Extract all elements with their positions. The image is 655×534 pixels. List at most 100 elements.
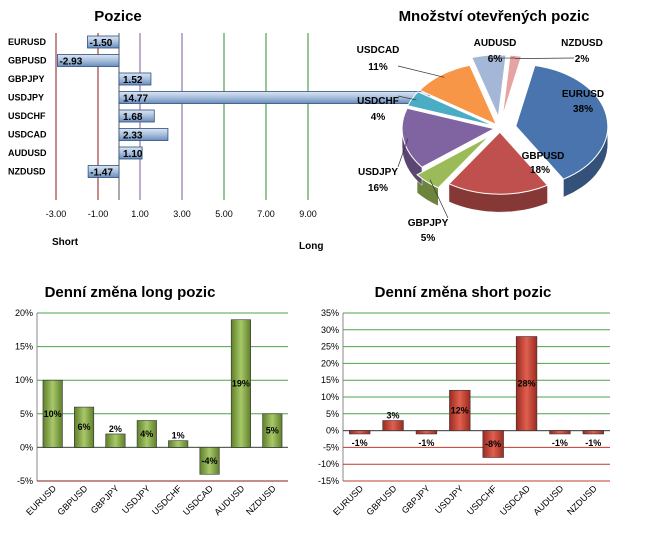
x-category-nzdusd: NZDUSD — [565, 483, 599, 517]
short-label: Short — [52, 237, 79, 248]
y-tick-label: 30% — [321, 325, 339, 335]
positions-category-eurusd: EURUSD — [8, 37, 47, 47]
positions-x-tick: 9.00 — [299, 209, 317, 219]
positions-bar-nzdusd — [87, 165, 120, 178]
bar-eurusd — [349, 430, 371, 435]
x-category-eurusd: EURUSD — [24, 483, 58, 517]
y-tick-label: 0% — [326, 426, 339, 436]
positions-x-tick: 1.00 — [131, 209, 149, 219]
bar-value-label: -1% — [552, 438, 568, 448]
bar-gbpusd — [382, 420, 404, 431]
pie-label-usdchf: USDCHF — [357, 96, 399, 107]
pie-slice-usdcad — [418, 64, 498, 126]
x-category-gbpusd: GBPUSD — [365, 483, 399, 517]
bar-value-label: 2% — [109, 424, 122, 434]
x-category-usdcad: USDCAD — [498, 483, 532, 517]
bar-value-label: 1% — [172, 431, 185, 441]
x-category-gbpjpy: GBPJPY — [89, 483, 121, 515]
positions-bar-gbpusd — [57, 54, 120, 67]
y-tick-label: -5% — [323, 442, 339, 452]
pie-slices — [401, 54, 609, 195]
pie-slice-audusd — [471, 54, 507, 119]
pie-label-usdjpy: USDJPY — [358, 167, 398, 178]
short-change-chart: Denní změna short pozic -1% 3% -1% 12% -8% 28… — [318, 284, 610, 517]
positions-x-tick: -1.00 — [88, 209, 109, 219]
pie-value-usdchf: 4% — [371, 112, 386, 123]
y-tick-label: -5% — [17, 476, 33, 486]
y-tick-label: -10% — [318, 459, 339, 469]
bar-value-label: 12% — [451, 405, 469, 415]
pie-label-audusd: AUDUSD — [474, 38, 517, 49]
y-tick-label: 0% — [20, 442, 33, 452]
positions-value-label: 1.10 — [123, 149, 143, 160]
y-tick-label: 20% — [15, 308, 33, 318]
bar-gbpusd — [74, 406, 95, 448]
y-tick-label: 5% — [326, 409, 339, 419]
bar-usdcad — [515, 336, 538, 431]
x-category-gbpjpy: GBPJPY — [400, 483, 432, 515]
short-change-y-ticks: -15% -10% -5% 0% 5% 10% 15% 20% 25% 30% 35% — [318, 308, 339, 486]
pie-leader-nzdusd — [515, 57, 575, 60]
y-tick-label: 15% — [321, 375, 339, 385]
positions-bar-usdcad — [118, 128, 169, 141]
y-tick-label: 20% — [321, 358, 339, 368]
long-change-title: Denní změna long pozic — [45, 284, 216, 301]
positions-category-audusd: AUDUSD — [8, 148, 47, 158]
positions-x-tick: -3.00 — [46, 209, 67, 219]
x-category-usdchf: USDCHF — [150, 483, 184, 517]
x-category-audusd: AUDUSD — [212, 483, 246, 517]
y-tick-label: 15% — [15, 342, 33, 352]
bar-usdjpy — [136, 420, 157, 448]
long-change-chart: Denní změna long pozic 10% 6% 2% 4% 1% -4% 19%… — [15, 284, 288, 517]
pie-leader-usdcad — [397, 65, 445, 78]
bar-value-label: -1% — [585, 438, 601, 448]
positions-category-labels: EURUSD GBPUSD GBPJPY USDJPY USDCHF USDCAD AUDU… — [8, 37, 47, 177]
x-category-usdjpy: USDJPY — [120, 483, 152, 515]
bar-audusd — [230, 319, 251, 448]
positions-value-label: -1.47 — [90, 168, 113, 179]
positions-value-label: 1.68 — [123, 112, 143, 123]
y-tick-label: -15% — [318, 476, 339, 486]
long-change-y-ticks: -5% 0% 5% 10% 15% 20% — [15, 308, 33, 486]
bar-value-label: 5% — [266, 426, 279, 436]
positions-category-usdchf: USDCHF — [8, 111, 46, 121]
positions-value-label: 14.77 — [123, 94, 148, 105]
pie-leader-usdchf — [397, 95, 417, 101]
y-tick-label: 25% — [321, 342, 339, 352]
x-category-usdjpy: USDJPY — [433, 483, 465, 515]
bar-value-label: 10% — [44, 409, 62, 419]
bar-value-label: -1% — [352, 438, 368, 448]
positions-category-usdcad: USDCAD — [8, 130, 47, 140]
pie-label-gbpjpy: GBPJPY — [408, 218, 449, 229]
bar-audusd — [549, 430, 571, 435]
x-category-usdcad: USDCAD — [181, 483, 215, 517]
pie-value-nzdusd: 2% — [575, 54, 590, 65]
pie-value-usdcad: 11% — [368, 62, 388, 73]
positions-x-ticks: -3.00 -1.00 1.00 3.00 5.00 7.00 9.00 — [46, 209, 317, 219]
x-category-eurusd: EURUSD — [331, 483, 365, 517]
pie-leader-gbpjpy — [429, 179, 449, 219]
bar-usdchf — [168, 440, 189, 448]
bar-eurusd — [42, 379, 63, 448]
bar-nzdusd — [582, 430, 604, 435]
bar-value-label: 28% — [518, 379, 536, 389]
pie-leader-usdjpy — [397, 138, 409, 168]
pie-slice-gbpusd — [448, 131, 549, 195]
positions-bar-eurusd — [87, 35, 120, 49]
bar-usdjpy — [449, 389, 471, 431]
bar-value-label: 19% — [232, 379, 250, 389]
positions-chart-title: Pozice — [94, 8, 142, 25]
pie-value-audusd: 6% — [488, 54, 503, 65]
bar-value-label: 4% — [140, 429, 153, 439]
positions-x-tick: 7.00 — [257, 209, 275, 219]
x-category-audusd: AUDUSD — [531, 483, 565, 517]
positions-value-label: -2.93 — [59, 57, 82, 68]
x-category-usdchf: USDCHF — [465, 483, 499, 517]
bar-value-label: 3% — [387, 411, 400, 421]
bar-gbpjpy — [415, 430, 438, 435]
pie-chart-title: Množství otevřených pozic — [399, 8, 590, 25]
pie-slice-usdjpy — [401, 107, 496, 168]
positions-bars: -1.50 -2.93 1.52 14.77 1.68 2.33 1.10 -1.47 — [57, 35, 430, 179]
